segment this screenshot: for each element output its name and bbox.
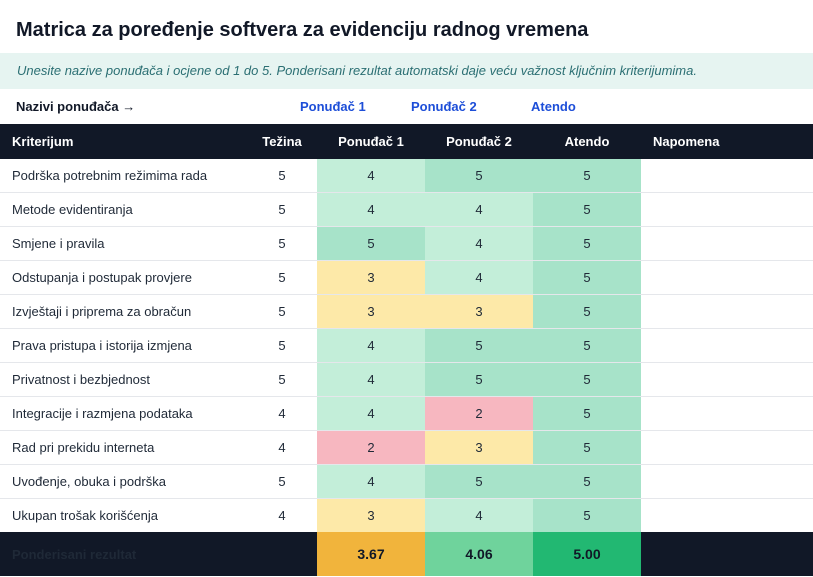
table-row: Podrška potrebnim režimima rada 5 4 5 5 [0,159,813,193]
weight-cell[interactable]: 4 [247,430,317,465]
weighted-result-label: Ponderisani rezultat [0,532,247,576]
table-header-row: Kriterijum Težina Ponuđač 1 Ponuđač 2 At… [0,124,813,159]
criterion-cell: Podrška potrebnim režimima rada [0,159,247,193]
weighted-result-row: Ponderisani rezultat 3.67 4.06 5.00 [0,532,813,576]
score-cell-vendor-2[interactable]: 5 [425,464,533,499]
weight-cell[interactable]: 5 [247,294,317,329]
score-cell-vendor-2[interactable]: 5 [425,159,533,193]
note-cell[interactable] [641,430,813,465]
score-cell-vendor-1[interactable]: 4 [317,396,425,431]
score-cell-vendor-1[interactable]: 2 [317,430,425,465]
note-cell[interactable] [641,362,813,397]
note-cell[interactable] [641,294,813,329]
criterion-cell: Integracije i razmjena podataka [0,396,247,431]
criterion-cell: Prava pristupa i istorija izmjena [0,328,247,363]
score-cell-vendor-2[interactable]: 4 [425,260,533,295]
table-row: Uvođenje, obuka i podrška 5 4 5 5 [0,464,813,499]
instructions-banner: Unesite nazive ponuđača i ocjene od 1 do… [0,53,813,89]
weighted-result-vendor-1: 3.67 [317,532,425,576]
score-cell-vendor-1[interactable]: 4 [317,192,425,227]
score-cell-vendor-2[interactable]: 5 [425,362,533,397]
criterion-cell: Rad pri prekidu interneta [0,430,247,465]
note-cell[interactable] [641,396,813,431]
score-cell-vendor-1[interactable]: 4 [317,464,425,499]
criterion-cell: Smjene i pravila [0,226,247,261]
score-cell-vendor-1[interactable]: 4 [317,159,425,193]
vendor-names-row: Nazivi ponuđača → Ponuđač 1 Ponuđač 2 At… [0,89,813,124]
weight-cell[interactable]: 5 [247,328,317,363]
table-row: Odstupanja i postupak provjere 5 3 4 5 [0,260,813,295]
score-cell-vendor-2[interactable]: 3 [425,430,533,465]
criterion-cell: Odstupanja i postupak provjere [0,260,247,295]
score-cell-vendor-3[interactable]: 5 [533,192,641,227]
weighted-result-weight-cell [247,532,317,576]
score-cell-vendor-2[interactable]: 2 [425,396,533,431]
criterion-cell: Uvođenje, obuka i podrška [0,464,247,499]
criterion-cell: Privatnost i bezbjednost [0,362,247,397]
score-cell-vendor-1[interactable]: 3 [317,260,425,295]
weight-cell[interactable]: 5 [247,226,317,261]
score-cell-vendor-2[interactable]: 4 [425,226,533,261]
header-criterion: Kriterijum [0,124,247,159]
note-cell[interactable] [641,226,813,261]
note-cell[interactable] [641,499,813,533]
note-cell[interactable] [641,159,813,193]
score-cell-vendor-3[interactable]: 5 [533,226,641,261]
score-cell-vendor-3[interactable]: 5 [533,362,641,397]
table-row: Smjene i pravila 5 5 4 5 [0,226,813,261]
criterion-cell: Ukupan trošak korišćenja [12,508,158,523]
header-note: Napomena [641,124,813,159]
comparison-matrix: Kriterijum Težina Ponuđač 1 Ponuđač 2 At… [0,124,813,576]
header-weight: Težina [247,124,317,159]
note-cell[interactable] [641,192,813,227]
page-title: Matrica za poređenje softvera za evidenc… [16,19,589,41]
score-cell-vendor-1[interactable]: 4 [317,362,425,397]
note-cell[interactable] [641,464,813,499]
vendor-name-input-2[interactable]: Ponuđač 2 [411,99,477,114]
score-cell-vendor-3[interactable]: 5 [533,396,641,431]
score-cell-vendor-2[interactable]: 3 [425,294,533,329]
weighted-result-vendor-3: 5.00 [533,532,641,576]
header-vendor-1: Ponuđač 1 [317,124,425,159]
table-row: Privatnost i bezbjednost 5 4 5 5 [0,362,813,397]
score-cell-vendor-2[interactable]: 4 [425,192,533,227]
weight-cell[interactable]: 5 [247,260,317,295]
table-row: Rad pri prekidu interneta 4 2 3 5 [0,430,813,465]
score-cell-vendor-1[interactable]: 3 [317,294,425,329]
score-cell-vendor-1[interactable]: 4 [317,328,425,363]
weight-cell[interactable]: 5 [247,192,317,227]
score-cell-vendor-3[interactable]: 5 [533,159,641,193]
header-vendor-3: Atendo [533,124,641,159]
weight-cell[interactable]: 5 [247,362,317,397]
table-row: Metode evidentiranja 5 4 4 5 [0,192,813,227]
score-cell-vendor-1[interactable]: 5 [317,226,425,261]
score-cell-vendor-3[interactable]: 5 [533,430,641,465]
weight-cell[interactable]: 5 [247,159,317,193]
note-cell[interactable] [641,328,813,363]
vendor-name-input-3[interactable]: Atendo [531,99,576,114]
weight-cell[interactable]: 4 [247,396,317,431]
score-cell-vendor-3[interactable]: 5 [533,328,641,363]
table-row: Integracije i razmjena podataka 4 4 2 5 [0,396,813,431]
weighted-result-vendor-2: 4.06 [425,532,533,576]
weight-cell[interactable]: 5 [247,464,317,499]
weighted-result-note-cell [641,532,813,576]
score-cell-vendor-1[interactable]: 3 [317,498,425,532]
vendor-names-label: Nazivi ponuđača → [16,99,136,114]
table-row: Prava pristupa i istorija izmjena 5 4 5 5 [0,328,813,363]
score-cell-vendor-2[interactable]: 4 [425,498,533,532]
score-cell-vendor-3[interactable]: 5 [533,498,641,532]
note-cell[interactable] [641,260,813,295]
header-vendor-2: Ponuđač 2 [425,124,533,159]
table-row: Izvještaji i priprema za obračun 5 3 3 5 [0,294,813,329]
score-cell-vendor-2[interactable]: 5 [425,328,533,363]
criterion-cell: Izvještaji i priprema za obračun [0,294,247,329]
vendor-name-input-1[interactable]: Ponuđač 1 [300,99,366,114]
criterion-cell: Metode evidentiranja [0,192,247,227]
weight-cell[interactable]: 4 [278,508,286,523]
score-cell-vendor-3[interactable]: 5 [533,464,641,499]
table-row: Ukupan trošak korišćenja 4 3 4 5 [0,498,813,533]
score-cell-vendor-3[interactable]: 5 [533,294,641,329]
score-cell-vendor-3[interactable]: 5 [533,260,641,295]
